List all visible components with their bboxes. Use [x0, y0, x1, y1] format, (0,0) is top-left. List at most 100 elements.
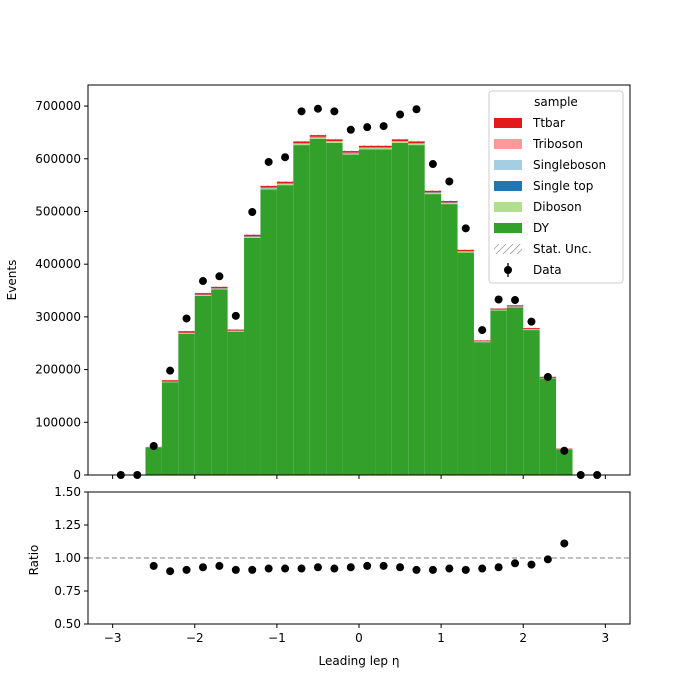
bar	[424, 192, 442, 195]
legend-label: Single top	[533, 179, 593, 193]
legend-swatch	[494, 244, 522, 254]
bar	[260, 189, 277, 475]
legend-box	[488, 90, 624, 284]
bar	[178, 331, 195, 333]
ratio-point	[379, 561, 388, 570]
bar	[457, 249, 474, 252]
legend: sample Ttbar Triboson Singleboson Single to…	[488, 90, 624, 284]
bar	[556, 449, 573, 475]
bar	[424, 194, 442, 475]
unc-bar	[293, 140, 310, 143]
y-tick-label: 0.50	[54, 617, 81, 631]
y-tick-label: 1.00	[54, 551, 81, 565]
unc-bar	[359, 145, 376, 147]
unc-bar	[194, 292, 212, 294]
legend-label: Data	[533, 263, 562, 277]
ratio-point	[560, 539, 569, 548]
bar	[523, 328, 540, 330]
unc-bar	[244, 234, 261, 236]
unc-bar	[457, 249, 474, 251]
bar	[293, 141, 310, 144]
y-tick-label: 1.25	[54, 518, 81, 532]
bar	[375, 149, 392, 475]
legend-entry: Single top	[494, 179, 593, 193]
bar	[326, 141, 343, 143]
bar	[293, 143, 310, 146]
bar	[523, 329, 540, 331]
ratio-point	[198, 563, 207, 572]
legend-entry: Data	[504, 263, 562, 277]
series-triboson	[145, 136, 573, 449]
bar	[473, 342, 491, 475]
ratio-point	[264, 564, 273, 573]
bar	[309, 137, 327, 139]
data-point	[560, 446, 569, 455]
bar	[506, 307, 524, 475]
bar	[342, 153, 359, 155]
bar	[359, 148, 376, 150]
legend-entry: Ttbar	[494, 116, 565, 130]
legend-entries: Ttbar Triboson Singleboson Single top Diboso…	[494, 116, 606, 277]
y-tick-label: 200000	[35, 363, 81, 377]
ratio-point	[248, 565, 257, 574]
unc-bar	[441, 200, 458, 202]
unc-bar	[342, 150, 359, 152]
bar	[178, 333, 195, 334]
ratio-point	[412, 565, 421, 574]
legend-label: Singleboson	[533, 158, 606, 172]
bar	[145, 447, 162, 475]
legend-label: Ttbar	[532, 116, 565, 130]
series-ttbar	[145, 135, 573, 449]
x-tick-label: 2	[519, 631, 527, 645]
ratio-point	[149, 561, 158, 570]
ratio-point	[166, 567, 175, 576]
ratio-point	[494, 563, 503, 572]
bar	[260, 185, 277, 188]
bar	[359, 145, 376, 148]
ratio-x-ticks: −3 −2 −1 0 1 2 3	[104, 624, 609, 645]
data-point	[527, 317, 536, 326]
bar	[441, 200, 458, 203]
unc-bar	[227, 329, 245, 330]
data-point	[231, 311, 240, 320]
data-point	[330, 107, 339, 116]
bar	[326, 139, 343, 141]
bar	[309, 138, 327, 475]
bar	[178, 333, 195, 475]
bar	[342, 151, 359, 153]
y-tick-label: 0	[73, 468, 81, 482]
legend-swatch	[494, 118, 522, 128]
main-y-ticks: 0 100000 200000 300000 400000 500000 600000 700…	[35, 99, 88, 482]
bar	[211, 286, 228, 289]
y-tick-label: 100000	[35, 415, 81, 429]
unc-bar	[276, 181, 294, 183]
ratio-point	[396, 563, 405, 572]
bar	[391, 142, 409, 476]
bar	[375, 145, 392, 148]
y-tick-label: 0.75	[54, 584, 81, 598]
main-panel: 0 100000 200000 300000 400000 500000 600000 700…	[5, 84, 631, 482]
x-tick-label: 1	[437, 631, 445, 645]
unc-bar	[506, 304, 524, 306]
data-point	[166, 366, 175, 375]
legend-entry: Singleboson	[494, 158, 606, 172]
unc-bar	[178, 330, 195, 332]
legend-entry: DY	[494, 221, 550, 235]
bar	[490, 308, 507, 310]
bar	[391, 139, 409, 141]
bar	[441, 204, 458, 476]
bar	[342, 154, 359, 475]
legend-label: Triboson	[532, 137, 583, 151]
bar	[194, 295, 212, 475]
ratio-y-axis-label: Ratio	[27, 545, 41, 576]
data-point	[511, 296, 520, 305]
x-tick-label: 3	[602, 631, 610, 645]
data-point	[396, 110, 405, 119]
bar	[457, 251, 474, 253]
legend-marker	[504, 266, 512, 274]
data-point	[461, 224, 470, 233]
data-point	[264, 157, 273, 166]
data-point	[149, 442, 158, 451]
ratio-panel: 0.50 0.75 1.00 1.25 1.50 −3 −2 −1 0 1 2 3 Ratio Le…	[27, 485, 631, 668]
